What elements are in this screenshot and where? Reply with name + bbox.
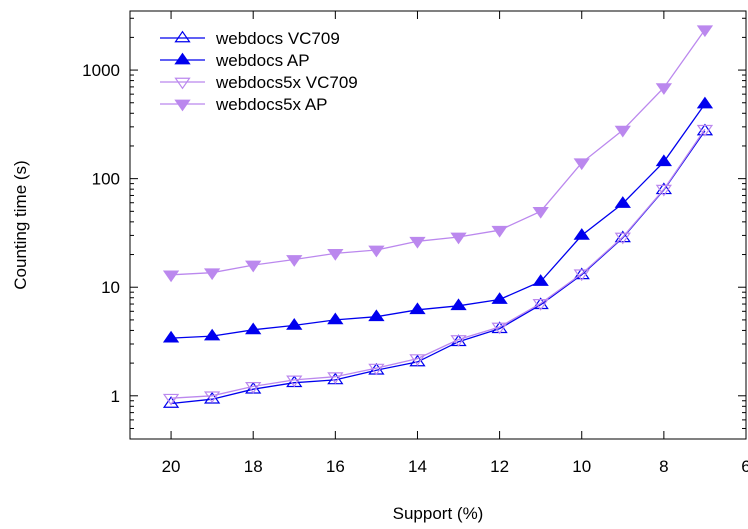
- series-layer: [162, 25, 714, 408]
- data-point: [368, 245, 385, 258]
- data-point: [450, 335, 467, 347]
- data-point: [696, 25, 714, 38]
- legend-item: webdocs5x AP: [160, 95, 328, 114]
- legend: webdocs VC709 webdocs AP webdocs5x VC709 we…: [160, 29, 358, 114]
- legend-label: webdocs AP: [215, 51, 310, 70]
- series-webdocs5x-ap: [162, 25, 714, 283]
- data-point: [655, 83, 673, 95]
- legend-label: webdocs VC709: [215, 29, 340, 48]
- data-point: [203, 328, 221, 341]
- data-point: [491, 225, 508, 238]
- data-point: [614, 196, 631, 208]
- data-point: [655, 154, 673, 167]
- data-point: [368, 363, 385, 376]
- data-point: [245, 260, 262, 273]
- data-point: [696, 124, 714, 137]
- data-point: [327, 372, 344, 385]
- legend-marker: [174, 52, 191, 65]
- data-point: [696, 96, 714, 109]
- y-axis-title: Counting time (s): [11, 160, 30, 289]
- x-tick-label: 6: [741, 457, 748, 476]
- data-point: [573, 228, 590, 240]
- data-point: [162, 396, 180, 408]
- data-point: [409, 354, 426, 366]
- y-tick-label: 1000: [82, 61, 120, 80]
- series-line: [171, 128, 706, 399]
- data-point: [245, 322, 262, 335]
- data-point: [368, 309, 385, 322]
- data-point: [203, 391, 221, 404]
- data-point: [286, 375, 303, 388]
- y-axis: 1 10 100 1000: [82, 17, 746, 429]
- x-tick-label: 14: [408, 457, 427, 476]
- legend-item: webdocs AP: [160, 51, 310, 70]
- data-point: [450, 298, 467, 311]
- data-point: [327, 312, 344, 325]
- data-point: [286, 318, 303, 330]
- data-point: [409, 236, 426, 249]
- data-point: [655, 182, 673, 195]
- data-point: [327, 248, 344, 261]
- data-point: [532, 297, 549, 310]
- data-point: [286, 255, 303, 267]
- legend-marker: [174, 30, 191, 43]
- data-point: [162, 270, 180, 283]
- data-point: [532, 206, 549, 219]
- data-point: [655, 184, 673, 197]
- plot-frame: [129, 10, 747, 440]
- x-tick-label: 16: [326, 457, 345, 476]
- data-point: [203, 268, 221, 281]
- data-point: [532, 274, 549, 286]
- x-tick-label: 8: [659, 457, 668, 476]
- data-point: [286, 375, 303, 388]
- data-point: [573, 267, 590, 280]
- legend-item: webdocs VC709: [160, 29, 340, 48]
- data-point: [491, 322, 508, 335]
- legend-item: webdocs5x VC709: [160, 73, 358, 92]
- data-point: [614, 232, 631, 245]
- data-point: [491, 292, 508, 304]
- legend-label: webdocs5x AP: [215, 95, 328, 114]
- series-line: [171, 103, 706, 339]
- x-axis-title: Support (%): [393, 504, 484, 523]
- x-tick-label: 10: [572, 457, 591, 476]
- data-point: [162, 393, 180, 406]
- y-tick-label: 1: [111, 387, 120, 406]
- data-point: [614, 230, 631, 243]
- data-point: [409, 302, 426, 315]
- legend-marker: [174, 99, 191, 112]
- x-axis: 20 18 16 14 12 10 8 6: [162, 11, 748, 476]
- data-point: [245, 382, 262, 394]
- data-point: [532, 298, 549, 311]
- y-tick-label: 100: [92, 170, 120, 189]
- data-point: [573, 269, 590, 282]
- data-point: [573, 158, 590, 171]
- x-tick-label: 20: [162, 457, 181, 476]
- series-webdocs-ap: [162, 96, 714, 343]
- series-line: [171, 29, 706, 276]
- series-webdocs5x-vc709: [162, 124, 714, 406]
- data-point: [614, 125, 631, 138]
- y-tick-label: 10: [101, 278, 120, 297]
- data-point: [162, 330, 180, 343]
- legend-label: webdocs5x VC709: [215, 73, 358, 92]
- data-point: [450, 232, 467, 245]
- x-tick-label: 12: [490, 457, 509, 476]
- x-tick-label: 18: [244, 457, 263, 476]
- legend-marker: [174, 77, 191, 90]
